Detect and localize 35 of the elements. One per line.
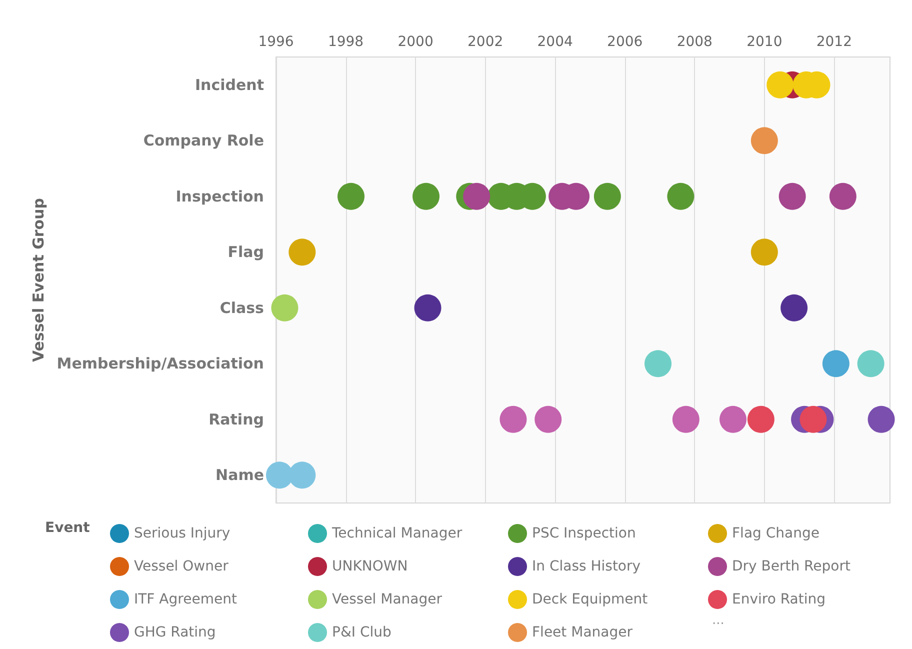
y-tick-label: Class: [220, 298, 264, 317]
y-axis-title: Vessel Event Group: [29, 198, 48, 362]
x-tick-label: 2000: [398, 34, 434, 50]
x-tick-label: 2006: [607, 34, 643, 50]
legend-label: Vessel Owner: [134, 558, 229, 574]
x-tick-label: 2004: [537, 34, 573, 50]
legend-label: Vessel Manager: [332, 592, 442, 608]
legend-label: Flag Change: [732, 526, 820, 542]
legend-label: Dry Berth Report: [732, 558, 851, 574]
x-tick-label: 1998: [328, 34, 364, 50]
x-tick-label: 2012: [816, 34, 852, 50]
legend-label: Deck Equipment: [532, 592, 648, 608]
legend-label: PSC Inspection: [532, 526, 636, 542]
y-tick-label: Incident: [194, 76, 264, 94]
legend-label: UNKNOWN: [332, 558, 408, 574]
legend-label: In Class History: [532, 558, 641, 574]
x-tick-label: 2010: [746, 34, 782, 50]
y-tick-label: Name: [216, 466, 264, 484]
y-tick-label: Flag: [228, 243, 264, 262]
legend-label: ITF Agreement: [134, 592, 238, 608]
x-tick-label: 2002: [468, 34, 504, 50]
x-tick-label: 1996: [258, 34, 294, 50]
y-tick-label: Membership/Association: [56, 354, 264, 373]
legend-label: P&I Club: [332, 624, 392, 640]
y-tick-label: Inspection: [176, 187, 264, 206]
legend-label: Enviro Rating: [732, 592, 826, 608]
legend-label: Fleet Manager: [532, 624, 633, 640]
text: ...: [712, 613, 724, 628]
y-tick-label: Company Role: [143, 132, 264, 150]
legend-label: GHG Rating: [134, 624, 216, 640]
x-tick-label: 2008: [676, 34, 712, 50]
legend-label: Technical Manager: [331, 526, 462, 542]
legend-title: Event: [45, 520, 90, 536]
legend-label: Serious Injury: [134, 526, 230, 542]
y-tick-label: Rating: [208, 410, 264, 428]
